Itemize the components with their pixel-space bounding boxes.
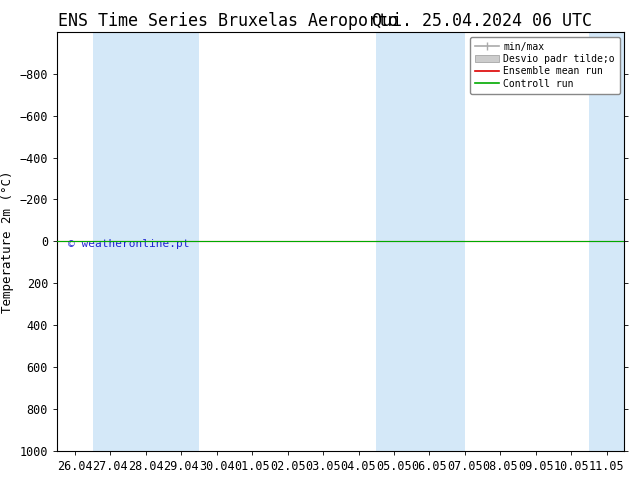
Text: © weatheronline.pt: © weatheronline.pt <box>68 239 190 249</box>
Y-axis label: Temperature 2m (°C): Temperature 2m (°C) <box>1 170 14 313</box>
Bar <box>589 32 624 451</box>
Bar <box>376 32 465 451</box>
Text: Qui. 25.04.2024 06 UTC: Qui. 25.04.2024 06 UTC <box>372 12 592 30</box>
Bar <box>93 32 199 451</box>
Text: ENS Time Series Bruxelas Aeroporto: ENS Time Series Bruxelas Aeroporto <box>58 12 398 30</box>
Legend: min/max, Desvio padr tilde;o, Ensemble mean run, Controll run: min/max, Desvio padr tilde;o, Ensemble m… <box>470 37 619 94</box>
